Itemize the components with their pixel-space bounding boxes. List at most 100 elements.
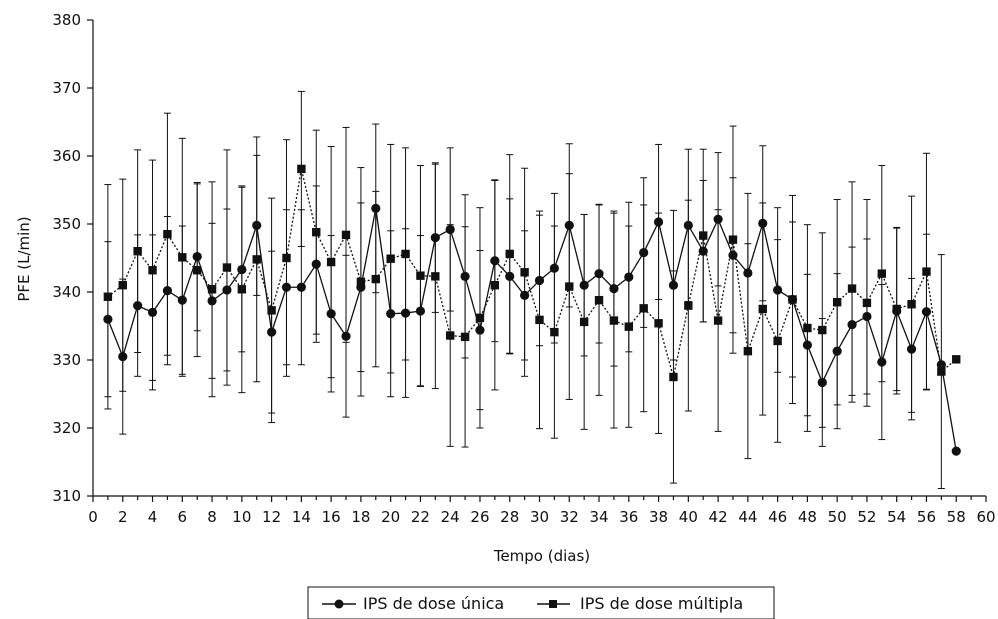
data-point-circle [296,282,306,292]
series-lines [107,168,957,452]
data-point-square [565,282,574,291]
series-line-1 [107,168,957,378]
data-point-square [103,292,113,301]
series-line-0 [107,208,957,452]
data-point-square [207,285,217,294]
data-point-square [892,304,901,314]
data-point-circle [668,280,679,290]
data-point-square [862,298,872,308]
x-tick-label: 46 [768,508,787,526]
data-point-circle [564,220,574,230]
data-point-circle [252,220,262,230]
data-point-square [713,316,723,325]
data-point-square [847,284,857,293]
y-tick-label: 380 [52,11,81,29]
data-point-circle [371,203,381,213]
y-tick-label: 360 [52,147,81,165]
data-point-circle [103,314,113,324]
data-point-square [609,316,619,325]
data-point-circle [877,357,887,367]
data-point-circle [579,280,589,290]
x-tick-label: 4 [148,508,158,526]
x-tick-label: 54 [887,508,906,526]
data-point-circle [624,272,634,282]
data-point-circle [683,220,693,230]
data-point-square [431,272,440,281]
data-point-circle [773,285,783,295]
x-tick-label: 44 [738,508,757,526]
data-point-circle [430,233,440,243]
x-tick-label: 6 [178,508,188,526]
x-tick-label: 30 [530,508,549,526]
data-point-square [401,249,410,259]
data-point-square [252,255,261,264]
x-tick-label: 40 [679,508,698,526]
x-tick-label: 34 [589,508,608,526]
data-point-square [490,281,500,290]
data-point-square [535,315,544,325]
data-point-square [579,317,589,327]
x-tick-label: 16 [322,508,341,526]
data-point-square [475,313,485,323]
data-point-square [937,367,946,376]
data-point-square [356,277,366,286]
data-point-square [803,323,812,333]
data-point-circle [490,256,500,266]
data-point-circle [832,346,842,356]
data-point-circle [147,307,158,317]
data-point-circle [653,217,664,227]
data-point-circle [326,309,336,319]
data-point-square [594,295,604,305]
data-point-square [550,327,559,337]
data-point-circle [758,218,768,228]
data-point-square [699,231,708,240]
legend-box [307,586,775,619]
data-point-circle [162,286,173,296]
x-tick-label: 32 [560,508,579,526]
data-point-circle [639,247,649,258]
x-tick-label: 18 [351,508,370,526]
x-tick-label: 50 [828,508,847,526]
y-tick-label: 350 [52,215,81,233]
data-point-square [728,235,738,244]
data-point-square [952,355,961,364]
data-point-square [758,304,767,314]
data-point-circle [222,285,232,295]
data-point-square [312,227,321,237]
data-point-circle [921,307,932,317]
data-point-square [118,281,127,290]
data-point-circle [415,306,426,316]
x-tick-label: 26 [470,508,489,526]
data-point-square [416,271,425,280]
y-tick-label: 320 [52,419,81,437]
data-point-circle [400,308,411,318]
x-tick-label: 52 [857,508,876,526]
data-point-circle [713,214,723,224]
data-point-circle [520,290,530,300]
data-point-square [446,331,455,340]
data-point-circle [817,377,827,388]
series-markers [103,164,961,456]
data-point-circle [341,331,351,341]
data-point-square [341,230,351,240]
data-point-square [654,319,663,328]
data-point-circle [177,295,187,305]
data-point-square [907,300,916,309]
data-point-circle [311,259,321,269]
x-tick-label: 28 [500,508,519,526]
data-point-circle [267,327,277,337]
data-point-circle [386,309,396,319]
data-point-circle [862,311,872,322]
x-tick-label: 10 [232,508,251,526]
data-point-square [326,257,336,267]
y-tick-label: 340 [52,283,81,301]
data-point-square [386,254,395,263]
data-point-square [297,164,306,174]
legend-marker-circle [334,599,344,609]
legend-label-multiple: IPS de dose múltipla [580,594,743,613]
data-point-circle [743,268,753,278]
data-point-circle [847,320,857,330]
data-point-circle [906,344,917,354]
